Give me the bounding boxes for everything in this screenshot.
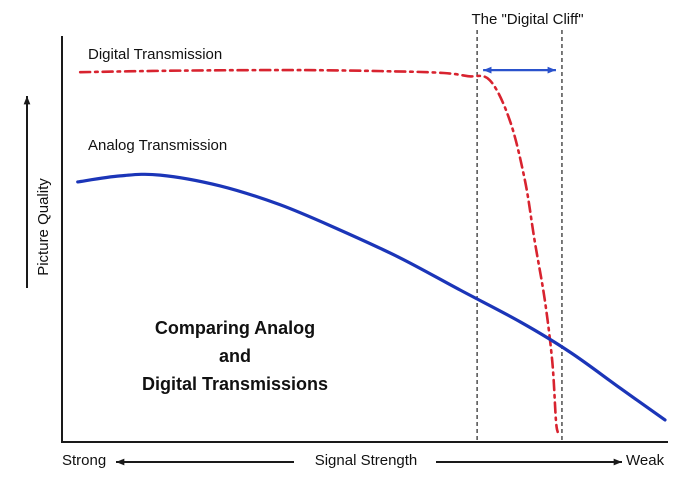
series-curve-digital-transmission <box>78 68 559 434</box>
series-curve-analog-transmission <box>76 172 667 422</box>
series-label-analog: Analog Transmission <box>88 137 228 154</box>
cliff-width-arrow-head <box>483 66 492 74</box>
signal-strength-arrow-right-head <box>613 458 622 466</box>
axes-lines <box>61 36 668 443</box>
signal-strength-arrow-left-head <box>116 458 125 466</box>
picture-quality-axis-arrow-head <box>23 96 31 105</box>
series-label-digital: Digital Transmission <box>88 46 223 63</box>
x-axis-weak-label: Weak <box>626 452 665 469</box>
digital-cliff-annotation: The "Digital Cliff" <box>471 11 584 28</box>
y-axis-label: Picture Quality <box>35 178 52 276</box>
x-axis-strong-label: Strong <box>62 452 107 469</box>
chart-title-line: and <box>218 346 251 366</box>
chart-title-line: Digital Transmissions <box>141 374 329 394</box>
chart-title-line: Comparing Analog <box>154 318 316 338</box>
x-axis-label: Signal Strength <box>314 452 418 469</box>
cliff-width-arrow-head <box>547 66 556 74</box>
chart-title: Comparing Analog and Digital Transmissio… <box>100 314 370 398</box>
